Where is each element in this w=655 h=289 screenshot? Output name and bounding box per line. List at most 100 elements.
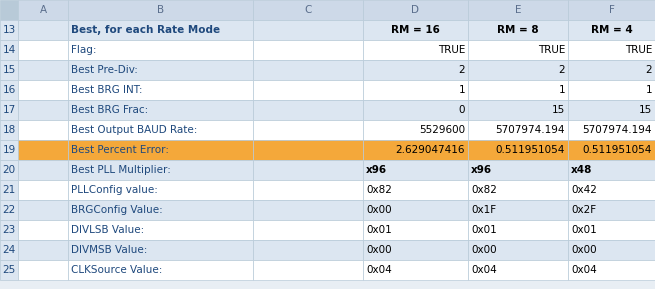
Bar <box>18 40 68 60</box>
Bar <box>253 120 363 140</box>
Bar <box>0 80 18 100</box>
Bar <box>0 260 18 280</box>
Text: 2.629047416: 2.629047416 <box>396 145 465 155</box>
Bar <box>18 20 68 40</box>
Text: 0x1F: 0x1F <box>471 205 496 215</box>
Bar <box>68 40 253 60</box>
Text: Flag:: Flag: <box>71 45 96 55</box>
Bar <box>18 80 68 100</box>
Text: 13: 13 <box>3 25 16 35</box>
Text: RM = 4: RM = 4 <box>591 25 632 35</box>
Text: 2: 2 <box>645 65 652 75</box>
Bar <box>253 140 363 160</box>
Text: 17: 17 <box>3 105 16 115</box>
Text: 24: 24 <box>3 245 16 255</box>
Bar <box>568 0 655 20</box>
Bar <box>18 240 68 260</box>
Bar <box>363 260 468 280</box>
Text: 15: 15 <box>552 105 565 115</box>
Bar <box>468 200 568 220</box>
Text: 0x04: 0x04 <box>471 265 496 275</box>
Bar <box>0 220 18 240</box>
Text: A: A <box>39 5 47 15</box>
Text: Best Pre-Div:: Best Pre-Div: <box>71 65 138 75</box>
Text: 5529600: 5529600 <box>419 125 465 135</box>
Text: C: C <box>305 5 312 15</box>
Text: 0x00: 0x00 <box>471 245 496 255</box>
Bar <box>363 180 468 200</box>
Text: Best, for each Rate Mode: Best, for each Rate Mode <box>71 25 220 35</box>
Bar <box>68 20 253 40</box>
Bar <box>253 0 363 20</box>
Bar <box>363 220 468 240</box>
Text: 2: 2 <box>558 65 565 75</box>
Bar <box>253 80 363 100</box>
Bar <box>0 160 18 180</box>
Bar <box>468 160 568 180</box>
Bar <box>468 120 568 140</box>
Bar <box>68 120 253 140</box>
Text: 1: 1 <box>558 85 565 95</box>
Text: 20: 20 <box>3 165 16 175</box>
Bar <box>253 240 363 260</box>
Bar <box>253 20 363 40</box>
Bar <box>363 60 468 80</box>
Text: 21: 21 <box>3 185 16 195</box>
Bar <box>0 120 18 140</box>
Text: 18: 18 <box>3 125 16 135</box>
Bar <box>0 40 18 60</box>
Bar <box>468 60 568 80</box>
Text: 15: 15 <box>639 105 652 115</box>
Bar <box>253 40 363 60</box>
Bar <box>18 220 68 240</box>
Text: PLLConfig value:: PLLConfig value: <box>71 185 158 195</box>
Bar <box>568 220 655 240</box>
Bar <box>68 160 253 180</box>
Bar <box>0 240 18 260</box>
Text: Best PLL Multiplier:: Best PLL Multiplier: <box>71 165 171 175</box>
Text: Best Percent Error:: Best Percent Error: <box>71 145 169 155</box>
Text: Best Output BAUD Rate:: Best Output BAUD Rate: <box>71 125 197 135</box>
Text: Best BRG Frac:: Best BRG Frac: <box>71 105 148 115</box>
Bar <box>468 20 568 40</box>
Bar <box>68 60 253 80</box>
Text: 0x01: 0x01 <box>571 225 597 235</box>
Bar <box>568 80 655 100</box>
Bar <box>253 60 363 80</box>
Bar <box>253 220 363 240</box>
Bar <box>568 100 655 120</box>
Bar <box>568 60 655 80</box>
Text: x96: x96 <box>366 165 387 175</box>
Bar <box>468 100 568 120</box>
Text: 0x00: 0x00 <box>366 245 392 255</box>
Text: TRUE: TRUE <box>438 45 465 55</box>
Bar <box>18 260 68 280</box>
Text: 1: 1 <box>458 85 465 95</box>
Text: B: B <box>157 5 164 15</box>
Text: 0x01: 0x01 <box>471 225 496 235</box>
Text: RM = 8: RM = 8 <box>497 25 539 35</box>
Text: 0x00: 0x00 <box>571 245 597 255</box>
Bar <box>363 120 468 140</box>
Text: 0.511951054: 0.511951054 <box>583 145 652 155</box>
Text: 0: 0 <box>458 105 465 115</box>
Bar <box>68 200 253 220</box>
Bar <box>68 80 253 100</box>
Bar <box>363 40 468 60</box>
Text: 0x01: 0x01 <box>366 225 392 235</box>
Bar <box>68 180 253 200</box>
Text: TRUE: TRUE <box>538 45 565 55</box>
Text: 0x42: 0x42 <box>571 185 597 195</box>
Text: RM = 16: RM = 16 <box>391 25 440 35</box>
Bar <box>253 180 363 200</box>
Text: D: D <box>411 5 419 15</box>
Bar <box>363 140 468 160</box>
Bar <box>18 160 68 180</box>
Bar <box>363 160 468 180</box>
Text: 0x82: 0x82 <box>366 185 392 195</box>
Bar <box>0 60 18 80</box>
Bar <box>68 220 253 240</box>
Text: 23: 23 <box>3 225 16 235</box>
Bar <box>253 160 363 180</box>
Bar <box>363 0 468 20</box>
